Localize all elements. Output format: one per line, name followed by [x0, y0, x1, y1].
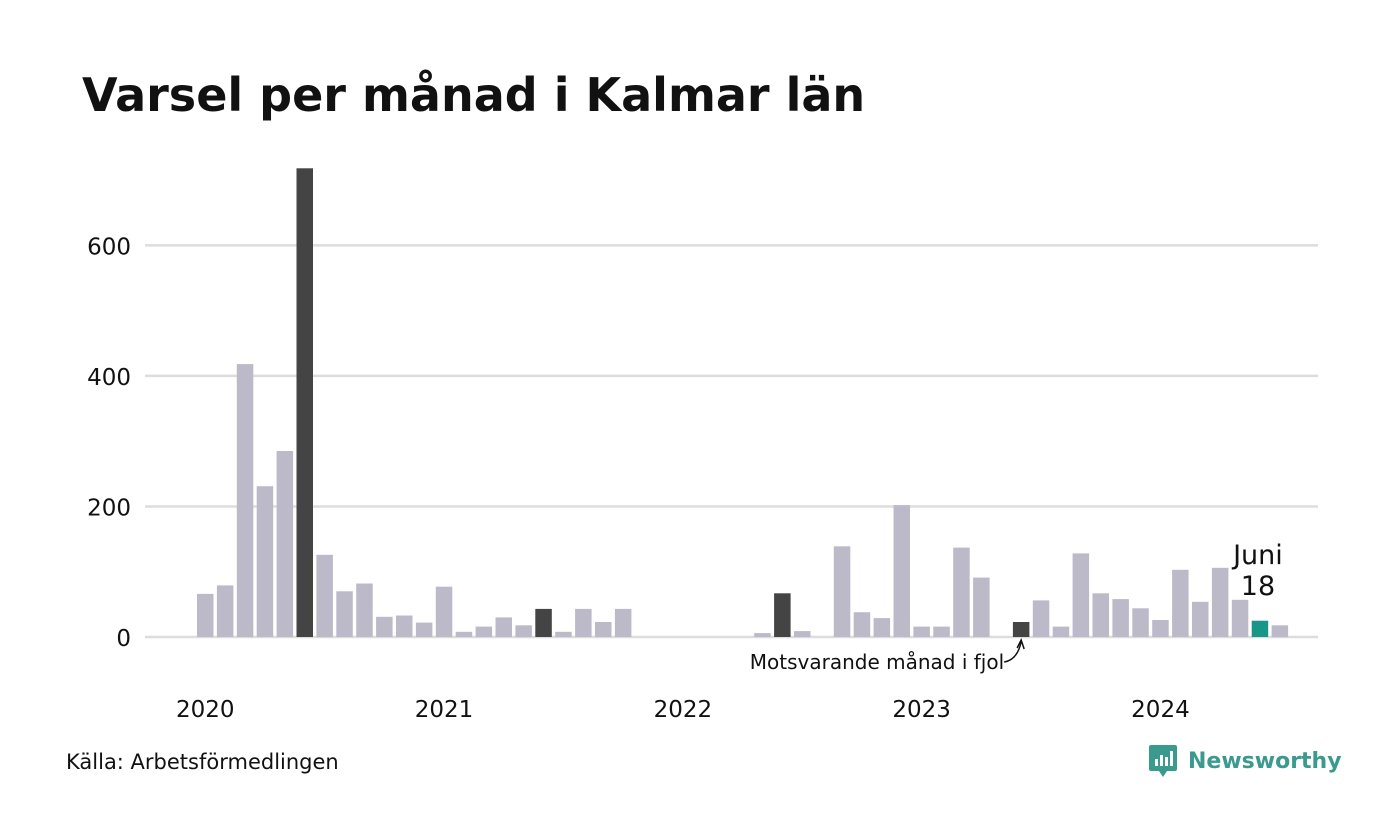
bar-2024-07: [1271, 625, 1289, 638]
x-axis-labels: 2020 2021 2022 2023 2024: [176, 697, 1190, 723]
newsworthy-logo-icon: [1149, 745, 1177, 777]
bar-2020-09: [356, 583, 373, 637]
bar-2020-07: [316, 554, 333, 638]
bar-2022-07: [794, 631, 811, 637]
y-tick-label: 0: [116, 626, 131, 652]
bars: [197, 168, 1289, 638]
bar-2020-01: [197, 593, 214, 637]
bar-2023-09: [1072, 553, 1090, 637]
x-tick-label: 2023: [892, 697, 951, 723]
x-tick-label: 2024: [1131, 697, 1190, 723]
x-tick-label: 2020: [176, 697, 235, 723]
bar-2024-04: [1211, 567, 1229, 637]
annotation-arrow: [1003, 641, 1022, 663]
bar-2021-07: [555, 631, 572, 637]
annotation-text: Motsvarande månad i fjol: [750, 650, 1004, 674]
current-value-label: 18: [1241, 571, 1275, 602]
current-month-label: Juni: [1231, 540, 1283, 571]
bar-2022-12: [893, 505, 910, 637]
y-tick-label: 200: [87, 495, 131, 521]
x-tick-label: 2021: [415, 697, 474, 723]
bar-2024-01: [1152, 620, 1169, 637]
bar-2020-04: [256, 486, 274, 637]
bar-2023-12: [1132, 608, 1149, 637]
bar-2023-02: [933, 626, 950, 637]
bar-2020-06: [296, 168, 313, 638]
y-axis-labels: 0 200 400 600: [87, 234, 131, 652]
bar-2023-06: [1012, 622, 1030, 637]
bar-2020-08: [336, 591, 353, 637]
bar-2023-10: [1092, 593, 1109, 637]
chart-title: Varsel per månad i Kalmar län: [82, 68, 866, 122]
bar-2024-06: [1251, 620, 1269, 637]
bar-2023-11: [1112, 599, 1129, 637]
bar-2022-05: [754, 633, 771, 637]
bar-2023-08: [1052, 626, 1070, 637]
bar-2021-08: [575, 608, 592, 637]
y-tick-label: 400: [87, 365, 131, 391]
bar-2020-03: [236, 364, 254, 637]
bar-2022-10: [853, 612, 871, 637]
bar-2022-11: [873, 618, 891, 637]
bar-2023-01: [913, 626, 930, 637]
bar-2024-02: [1172, 569, 1189, 637]
bar-2021-06: [535, 608, 552, 637]
bar-2023-04: [973, 577, 990, 637]
bar-2021-04: [495, 617, 512, 637]
bar-2024-03: [1192, 601, 1209, 638]
brand-name: Newsworthy: [1188, 748, 1342, 774]
bar-2021-01: [435, 586, 453, 637]
bar-2023-03: [953, 547, 970, 637]
x-tick-label: 2022: [654, 697, 713, 723]
bar-2021-02: [455, 631, 473, 637]
bar-2024-05: [1231, 599, 1249, 637]
bar-2020-12: [415, 622, 433, 637]
bar-2021-03: [475, 626, 493, 637]
bar-2021-10: [614, 608, 632, 637]
bar-2020-10: [376, 616, 393, 637]
bar-2023-07: [1032, 600, 1050, 637]
bar-2021-05: [515, 625, 532, 638]
y-tick-label: 600: [87, 234, 131, 260]
bar-2020-11: [396, 615, 413, 637]
annotation-arrowhead: [1016, 638, 1025, 650]
bar-2021-09: [595, 622, 612, 637]
bar-2020-02: [216, 585, 234, 637]
bar-2020-05: [276, 451, 294, 637]
bar-2022-06: [774, 593, 791, 637]
source-note: Källa: Arbetsförmedlingen: [66, 750, 339, 774]
bar-2022-09: [833, 546, 851, 637]
brand-logo: Newsworthy: [1148, 744, 1342, 778]
